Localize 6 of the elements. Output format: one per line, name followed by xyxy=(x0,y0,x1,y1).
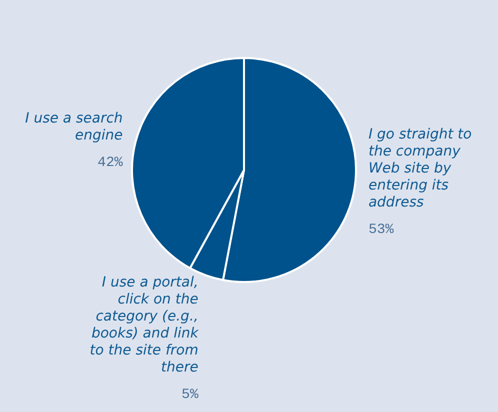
slice-label: I go straight to the company Web site by entering its address xyxy=(368,126,472,210)
slice-label: I use a portal, click on the category (e.g., books) and link to the site from there xyxy=(90,274,200,376)
slice-label: I use a search engine xyxy=(25,110,123,144)
data-label: 42% xyxy=(98,155,124,172)
data-label: 53% xyxy=(368,222,394,238)
data-label: 5% xyxy=(182,386,199,403)
